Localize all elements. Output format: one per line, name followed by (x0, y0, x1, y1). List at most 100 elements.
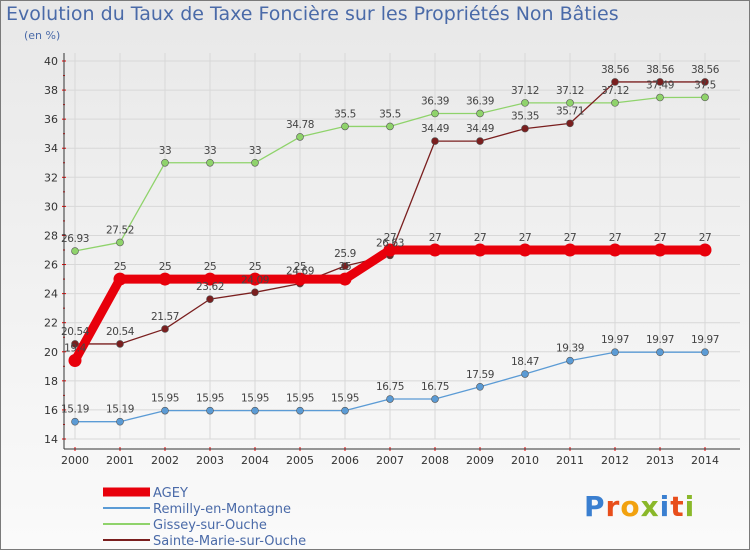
data-label: 33 (204, 145, 217, 157)
data-point (476, 383, 484, 391)
data-label: 20.54 (61, 326, 90, 338)
data-label: 35.35 (511, 111, 539, 123)
data-point (701, 78, 709, 86)
data-label: 19.97 (691, 334, 719, 346)
data-label: 34.78 (286, 119, 314, 131)
data-label: 35.5 (379, 108, 401, 120)
data-point (113, 272, 127, 286)
data-point (521, 99, 529, 107)
data-label: 27 (474, 232, 487, 244)
data-label: 15.95 (286, 393, 314, 405)
data-point (161, 406, 169, 415)
y-tick-label: 24 (44, 288, 58, 301)
data-point (611, 348, 619, 357)
data-label: 15.95 (331, 393, 359, 405)
data-label: 27 (384, 232, 397, 244)
legend-label: Sainte-Marie-sur-Ouche (153, 534, 306, 549)
data-label: 27 (609, 232, 622, 244)
logo-letter: r (605, 490, 621, 523)
data-point (71, 340, 79, 348)
data-point (563, 243, 577, 257)
axes: 14 16 18 20 22 24 26 28 30 32 34 36 38 40 2000 2001 2002… (44, 53, 740, 467)
data-label: 26.93 (61, 233, 89, 245)
y-tick-label: 18 (44, 375, 58, 388)
x-tick-label: 2005 (286, 454, 314, 467)
logo-letter: t (670, 490, 685, 523)
data-label: 25 (339, 261, 352, 273)
data-point (338, 272, 352, 286)
data-labels: 19.4 25 25 25 25 25 25 27 27 27 27 27 27 27 27 15.19 15.… (61, 64, 720, 416)
logo-letter: x (640, 490, 660, 523)
logo-letter: P (584, 490, 606, 523)
data-point (473, 243, 487, 257)
data-label: 18.47 (511, 356, 539, 368)
data-label: 25 (204, 261, 217, 273)
data-point (251, 288, 259, 297)
legend-label: Gissey-sur-Ouche (153, 518, 267, 533)
data-label: 25 (159, 261, 172, 273)
chart-title: Evolution du Taux de Taxe Foncière sur l… (6, 3, 619, 25)
data-label: 33 (159, 145, 172, 157)
data-label: 27 (519, 232, 532, 244)
data-label: 38.56 (646, 64, 675, 76)
data-label: 38.56 (691, 64, 720, 76)
y-tick-label: 22 (44, 317, 58, 330)
data-label: 19.39 (556, 343, 584, 355)
data-point (566, 356, 574, 365)
data-point (386, 122, 394, 131)
data-label: 34.49 (466, 123, 494, 135)
y-tick-label: 14 (44, 433, 58, 446)
data-label: 17.59 (466, 369, 494, 381)
y-tick-label: 20 (44, 346, 58, 359)
y-tick-label: 26 (44, 259, 58, 272)
x-tick-label: 2014 (691, 454, 719, 467)
data-point (476, 109, 484, 118)
legend: AGEYRemilly-en-MontagneGissey-sur-OucheS… (103, 486, 306, 549)
data-point (158, 272, 172, 286)
data-label: 33 (249, 145, 262, 157)
data-label: 26.63 (376, 237, 404, 249)
data-label: 35.71 (556, 105, 584, 117)
x-tick-label: 2011 (556, 454, 584, 467)
y-tick-label: 36 (44, 113, 58, 126)
data-point (206, 295, 214, 303)
legend-label: AGEY (153, 486, 188, 501)
data-point (161, 325, 169, 333)
data-label: 21.57 (151, 311, 179, 323)
data-point (521, 370, 529, 378)
data-label: 37.12 (511, 85, 539, 97)
data-point (386, 395, 394, 403)
data-point (431, 109, 439, 118)
data-point (656, 348, 664, 357)
legend-label: Remilly-en-Montagne (153, 502, 291, 517)
data-label: 25 (249, 261, 262, 273)
y-tick-label: 38 (44, 84, 58, 97)
data-point (383, 243, 397, 257)
data-label: 15.19 (61, 404, 89, 416)
x-tick-label: 2004 (241, 454, 269, 467)
data-point (341, 406, 349, 415)
data-point (656, 93, 664, 102)
data-point (341, 262, 349, 270)
data-point (653, 243, 667, 257)
data-label: 36.39 (466, 95, 494, 107)
grid-lines (65, 53, 740, 440)
data-label: 37.12 (601, 85, 629, 97)
data-label: 38.56 (601, 64, 630, 76)
data-label: 25 (114, 261, 127, 273)
data-point (68, 353, 82, 367)
data-label: 27 (699, 232, 712, 244)
data-label: 27.52 (106, 224, 134, 236)
x-tick-label: 2012 (601, 454, 629, 467)
data-label: 15.95 (151, 393, 179, 405)
data-point (248, 272, 262, 286)
data-point (611, 99, 619, 107)
proxiti-logo: Proxiti (584, 490, 695, 523)
data-point (701, 93, 709, 102)
data-point (341, 122, 349, 131)
data-label: 19.97 (646, 334, 674, 346)
logo-letter: i (684, 490, 696, 523)
data-point (161, 158, 169, 167)
data-label: 27 (429, 232, 442, 244)
